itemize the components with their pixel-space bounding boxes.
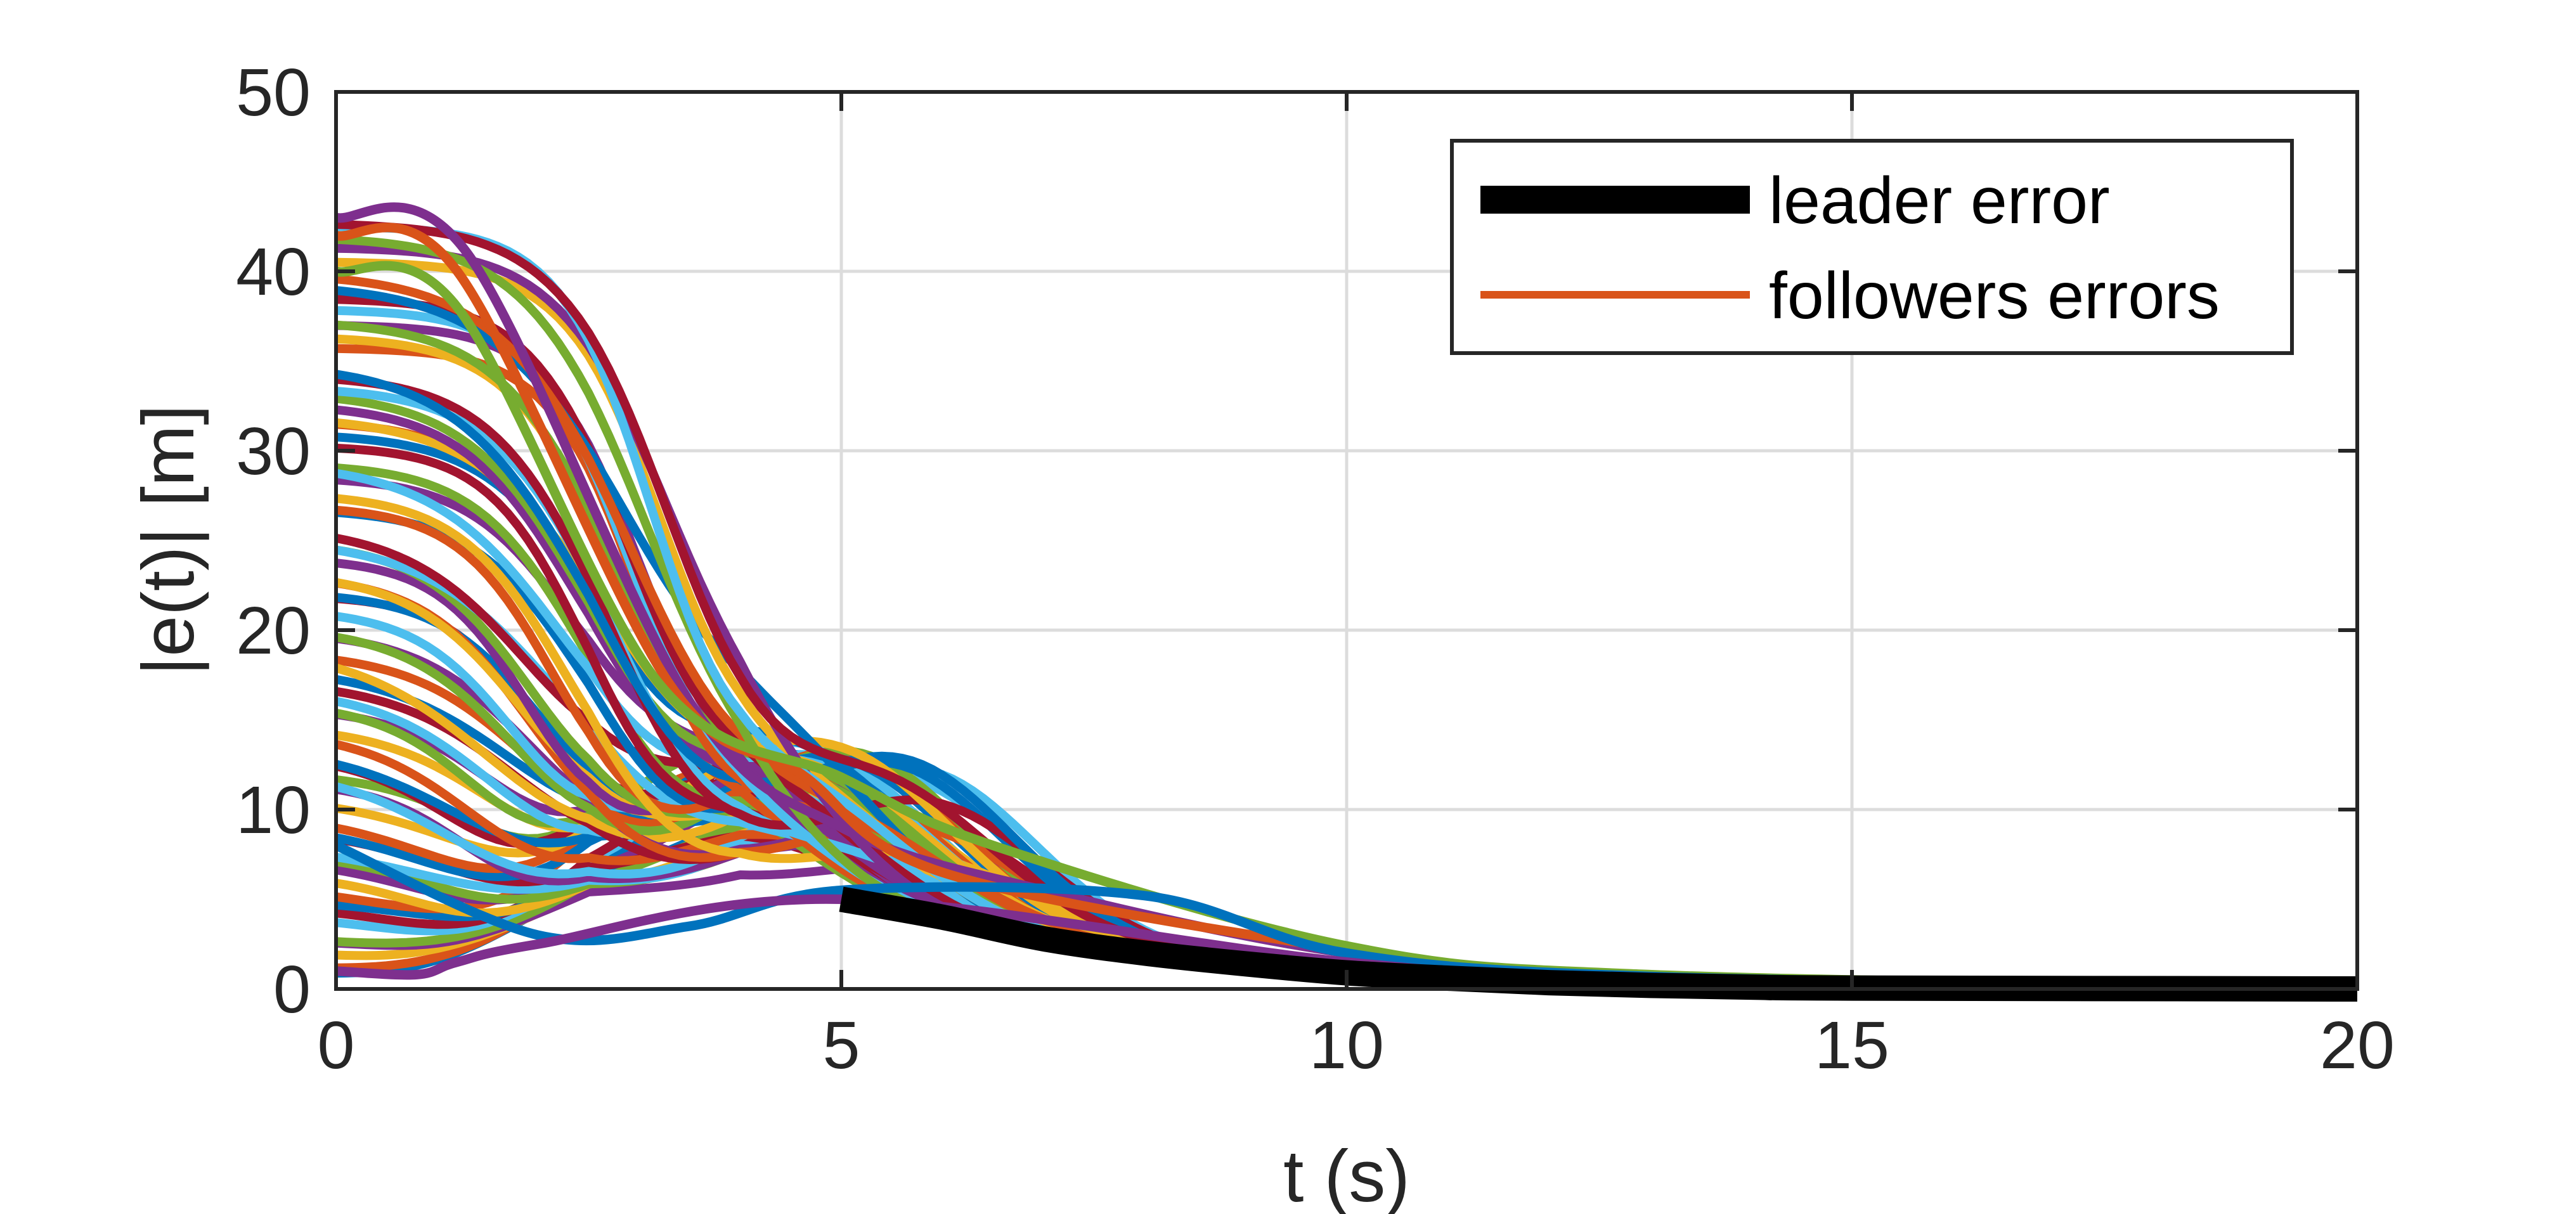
x-tick-label: 5 (823, 1008, 860, 1083)
y-tick-label: 30 (236, 414, 311, 489)
y-tick-label: 20 (236, 593, 311, 668)
legend-box (1450, 139, 2294, 355)
legend-label-leader: leader error (1769, 164, 2110, 238)
y-tick-label: 10 (236, 773, 311, 848)
x-tick-label: 20 (2320, 1008, 2395, 1083)
y-axis-label: |e(t)| [m] (127, 404, 209, 676)
legend-label-followers: followers errors (1769, 259, 2220, 333)
x-tick-label: 10 (1309, 1008, 1384, 1083)
y-tick-label: 0 (273, 952, 311, 1027)
axis-ticks (334, 90, 2359, 991)
tick-labels: 0 5 10 15 20 0 10 20 30 40 50 (236, 55, 2395, 1083)
x-tick-label: 15 (1815, 1008, 1889, 1083)
x-axis-label: t (s) (1283, 1135, 1410, 1214)
y-tick-label: 50 (236, 55, 311, 130)
x-tick-label: 0 (318, 1008, 355, 1083)
legend: leader error followers errors (1450, 139, 2294, 355)
y-tick-label: 40 (236, 235, 311, 309)
